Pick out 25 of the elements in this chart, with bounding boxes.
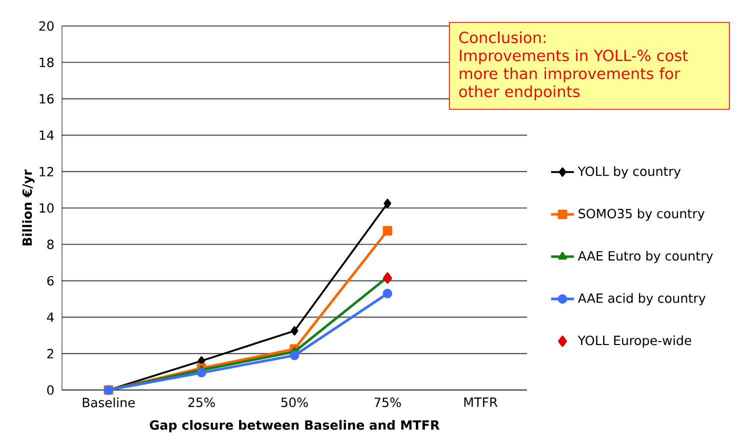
- x-tick-label: 50%: [281, 398, 308, 408]
- annotation: Improvements in YOLL-% cost more than improvements for other endpoints: [459, 49, 688, 100]
- x-tick-label: 25%: [188, 398, 215, 408]
- y-tick-label: 16: [40, 94, 54, 104]
- x-axis-title: Gap closure between Baseline and MTFR: [150, 420, 440, 432]
- y-tick-label: 8: [47, 240, 54, 250]
- x-tick-label: 75%: [374, 398, 401, 408]
- y-tick-label: 18: [40, 58, 54, 68]
- y-tick-label: 0: [47, 385, 54, 395]
- legend-label: AAE acid by country: [578, 293, 706, 306]
- y-tick-label: 14: [40, 130, 54, 140]
- legend-label: YOLL by country: [578, 166, 681, 179]
- y-tick-label: 12: [40, 166, 54, 176]
- y-tick-label: 2: [47, 348, 54, 358]
- x-tick-label: MTFR: [464, 398, 498, 407]
- y-tick-label: 6: [47, 276, 54, 286]
- legend-label: SOMO35 by country: [578, 208, 705, 221]
- annotation: Conclusion:: [459, 31, 546, 44]
- x-tick-label: Baseline: [82, 398, 135, 408]
- legend-label: YOLL Europe-wide: [578, 335, 692, 348]
- y-tick-label: 20: [39, 21, 54, 31]
- y-tick-label: 4: [47, 312, 54, 322]
- y-tick-label: 10: [40, 203, 54, 213]
- y-axis-title: Billion €/yr: [22, 169, 35, 246]
- legend-label: AAE Eutro by country: [578, 250, 713, 264]
